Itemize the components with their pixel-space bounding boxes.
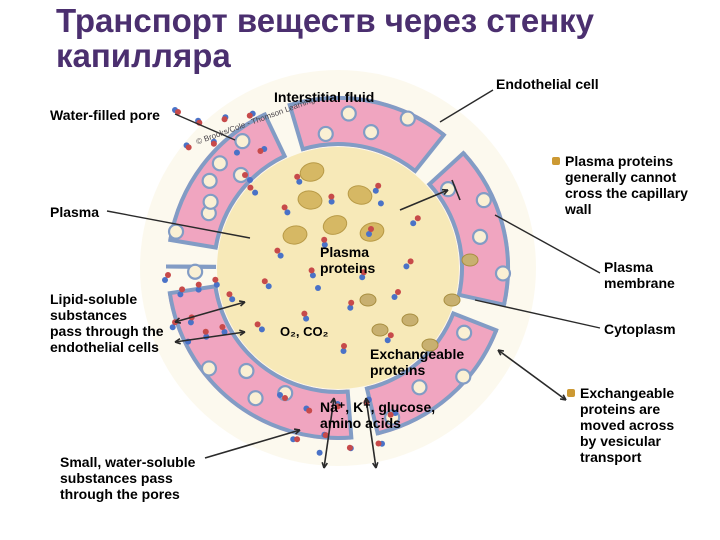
- label-plasma: Plasma: [50, 204, 99, 220]
- label-cytoplasm: Cytoplasm: [604, 321, 676, 337]
- label-plasma-proteins-inner: Plasma proteins: [320, 244, 375, 276]
- label-water-filled-pore: Water-filled pore: [50, 107, 160, 123]
- label-exchangeable-text: Exchangeable proteins are moved across b…: [580, 385, 674, 465]
- label-o2-co2: O₂, CO₂: [280, 325, 328, 340]
- label-plasma-proteins-text: Plasma proteins generally cannot cross t…: [565, 153, 688, 217]
- label-interstitial-fluid: Interstitial fluid: [274, 89, 374, 105]
- label-lipid-soluble: Lipid-soluble substances pass through th…: [50, 291, 164, 355]
- label-small-water-soluble: Small, water-soluble substances pass thr…: [60, 454, 195, 502]
- bullet-icon: [552, 157, 560, 165]
- label-plasma-membrane: Plasma membrane: [604, 259, 675, 291]
- label-ions: Na⁺, K⁺, glucose, amino acids: [320, 399, 435, 431]
- label-endothelial-cell: Endothelial cell: [496, 76, 599, 92]
- label-exchangeable-inner: Exchangeable proteins: [370, 346, 464, 378]
- bullet-icon: [567, 389, 575, 397]
